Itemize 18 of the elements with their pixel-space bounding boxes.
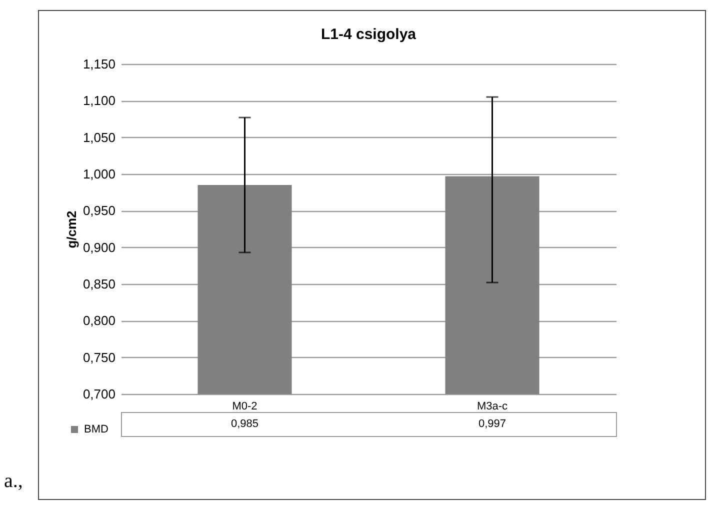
y-tick-label: 1,100: [82, 93, 116, 108]
y-tick-label: 0,850: [82, 276, 116, 292]
data-label: 0,985: [230, 418, 259, 430]
data-label: 0,997: [478, 418, 506, 430]
x-tick-label: M0-2: [232, 400, 258, 412]
y-tick-label: 0,900: [82, 240, 116, 255]
y-tick-label: 0,950: [82, 203, 116, 218]
y-tick-label: 1,150: [82, 56, 116, 72]
text: a.,: [4, 470, 23, 493]
chart-title: L1-4 csigolya: [320, 26, 417, 43]
x-tick-label: M3a-c: [476, 400, 508, 412]
y-axis-title: g/cm2: [64, 210, 79, 248]
legend-label: BMD: [84, 424, 108, 436]
y-tick-label: 0,700: [82, 386, 116, 402]
y-tick-label: 0,800: [82, 313, 116, 328]
y-tick-label: 1,000: [82, 166, 116, 182]
y-tick-label: 0,750: [82, 350, 116, 365]
y-tick-label: 1,050: [82, 130, 116, 145]
